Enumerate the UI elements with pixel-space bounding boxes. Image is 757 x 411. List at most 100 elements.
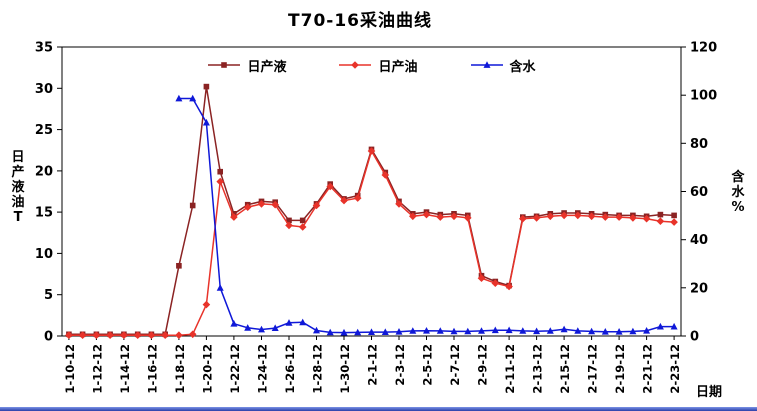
x-tick-label: 2-21-12 [641, 344, 655, 394]
x-axis: 1-10-12 1-12-12 1-14-12 1-16-12 1-18-12 1-20-… [63, 336, 682, 394]
left-axis-title: 日产液油 T [11, 150, 24, 225]
marker-triangle [643, 327, 651, 334]
left-tick-label: 10 [35, 247, 53, 262]
x-tick-label: 2-9-12 [476, 344, 490, 386]
marker-diamond [216, 177, 224, 186]
x-tick-label: 2-15-12 [558, 344, 572, 394]
x-tick-label: 2-23-12 [668, 344, 682, 394]
legend-label-water: 含水 [509, 59, 536, 75]
marker-triangle [395, 328, 403, 335]
right-tick-label: 80 [690, 137, 708, 152]
left-tick-label: 15 [35, 206, 53, 221]
right-tick-label: 60 [690, 185, 708, 200]
marker-diamond [519, 214, 527, 223]
marker-diamond [65, 331, 73, 339]
marker-diamond [642, 214, 651, 223]
legend-item-water: 含水 [470, 56, 536, 75]
x-tick-label: 1-26-12 [283, 344, 297, 394]
marker-diamond [409, 212, 417, 221]
marker-square [176, 263, 182, 269]
marker-diamond [574, 211, 582, 220]
series-oil [65, 147, 678, 339]
legend-marker-oil-icon [339, 61, 372, 69]
chart-legend: 日产液 日产油 含水 [62, 56, 681, 75]
marker-diamond [395, 200, 403, 208]
marker-diamond [587, 212, 596, 221]
x-tick-label: 1-10-12 [63, 344, 77, 394]
legend-item-liquid: 日产液 [207, 56, 286, 75]
marker-triangle [354, 328, 362, 336]
right-tick-label: 40 [690, 233, 708, 248]
x-tick-label: 2-17-12 [586, 344, 600, 394]
marker-triangle [505, 326, 513, 334]
legend-marker-liquid-icon [208, 62, 241, 68]
x-tick-label: 1-24-12 [256, 344, 270, 394]
left-tick-label: 20 [35, 164, 53, 179]
marker-triangle [483, 61, 490, 68]
marker-triangle [271, 324, 279, 331]
marker-square [657, 211, 664, 218]
marker-diamond [546, 212, 555, 221]
marker-diamond [285, 221, 293, 230]
marker-square [299, 217, 306, 224]
marker-diamond [202, 300, 211, 309]
left-tick-label: 35 [35, 41, 53, 56]
marker-triangle [601, 328, 609, 335]
x-tick-label: 1-12-12 [90, 344, 104, 394]
marker-triangle [230, 320, 238, 327]
legend-label-oil: 日产油 [378, 59, 418, 75]
x-tick-label: 1-22-12 [228, 344, 242, 394]
marker-triangle [381, 328, 389, 335]
marker-diamond [230, 213, 238, 221]
marker-diamond [340, 196, 348, 205]
marker-triangle [615, 328, 623, 335]
marker-diamond [175, 331, 183, 339]
marker-diamond [133, 331, 142, 339]
marker-square [671, 212, 677, 219]
window-bottom-edge [0, 407, 757, 411]
marker-triangle [189, 94, 197, 102]
marker-diamond [436, 213, 445, 221]
left-tick-label: 25 [35, 123, 53, 138]
marker-diamond [477, 274, 486, 282]
x-tick-label: 2-13-12 [531, 344, 545, 394]
marker-diamond [450, 212, 458, 221]
marker-diamond [656, 217, 665, 225]
x-tick-label: 2-11-12 [503, 344, 517, 394]
marker-diamond [298, 223, 307, 231]
x-tick-label: 1-28-12 [311, 344, 325, 394]
legend-marker-water-icon [470, 61, 503, 68]
marker-triangle [285, 319, 293, 326]
marker-diamond [464, 214, 472, 222]
x-axis-title: 日期 [696, 385, 722, 400]
marker-diamond [188, 330, 197, 339]
x-tick-label: 2-7-12 [448, 344, 462, 386]
marker-diamond [422, 210, 431, 219]
marker-triangle [258, 325, 265, 333]
marker-diamond [629, 214, 637, 222]
right-tick-label: 20 [690, 281, 708, 296]
marker-diamond [147, 331, 156, 339]
marker-triangle [464, 327, 472, 335]
marker-triangle [546, 327, 554, 334]
marker-triangle [629, 327, 637, 335]
marker-diamond [271, 200, 279, 209]
marker-diamond [560, 211, 568, 220]
marker-triangle [450, 327, 458, 335]
marker-triangle [313, 326, 320, 334]
marker-triangle [656, 322, 664, 330]
x-tick-label: 1-20-12 [200, 344, 214, 394]
right-tick-label: 100 [690, 89, 717, 104]
series-line-oil [68, 149, 675, 336]
marker-diamond [381, 171, 390, 179]
series-line-liquid [68, 86, 675, 336]
marker-triangle [491, 326, 499, 334]
x-tick-label: 2-5-12 [421, 344, 435, 386]
x-tick-label: 2-3-12 [393, 344, 407, 386]
x-tick-label: 2-19-12 [613, 344, 627, 394]
left-tick-label: 0 [44, 330, 53, 345]
marker-diamond [92, 331, 101, 339]
marker-diamond [161, 331, 169, 339]
